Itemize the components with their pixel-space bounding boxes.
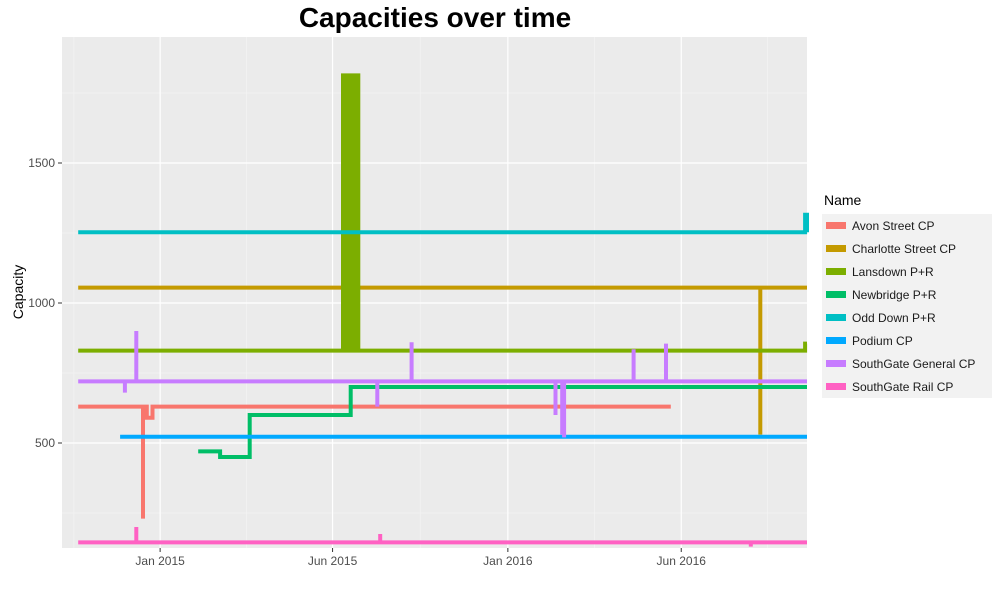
y-tick-label: 1500 — [28, 156, 55, 170]
x-tick-label: Jan 2016 — [483, 554, 533, 568]
y-tick-label: 500 — [35, 436, 55, 450]
legend-item: Podium CP — [822, 329, 992, 352]
legend-key — [826, 314, 846, 321]
series-lines — [78, 73, 809, 547]
legend-label: Charlotte Street CP — [852, 241, 957, 256]
legend-items: Avon Street CP Charlotte Street CP Lansdow… — [822, 214, 992, 398]
legend-title: Name — [824, 192, 862, 208]
legend-key — [826, 337, 846, 344]
y-axis-title: Capacity — [10, 265, 26, 319]
legend-item: SouthGate General CP — [822, 352, 992, 375]
legend-label: Newbridge P+R — [852, 287, 937, 302]
y-tick-label: 1000 — [28, 296, 55, 310]
legend-item: Newbridge P+R — [822, 283, 992, 306]
legend-key — [826, 245, 846, 252]
legend-key — [826, 291, 846, 298]
x-tick-label: Jan 2015 — [135, 554, 185, 568]
x-tick-label: Jun 2015 — [308, 554, 358, 568]
legend-key — [826, 383, 846, 390]
chart-title: Capacities over time — [298, 2, 572, 33]
legend-item: Odd Down P+R — [822, 306, 992, 329]
x-tick-label: Jun 2016 — [657, 554, 707, 568]
legend-label: SouthGate Rail CP — [852, 379, 954, 394]
legend-item: Avon Street CP — [822, 214, 992, 237]
axes: 500 1000 1500 Jan 2015 Jun 2015 Jan 2016 Jun 2… — [28, 156, 706, 568]
grid-lines — [62, 37, 807, 548]
series-line-southgate-general-cp — [78, 331, 807, 438]
legend-item: SouthGate Rail CP — [822, 375, 992, 398]
legend-label: Podium CP — [852, 333, 913, 348]
legend-item: Lansdown P+R — [822, 260, 992, 283]
legend-item: Charlotte Street CP — [822, 237, 992, 260]
series-line-southgate-rail-cp — [78, 527, 807, 547]
series-line-lansdown-p-r — [78, 73, 808, 353]
legend-label: SouthGate General CP — [852, 356, 976, 371]
legend-label: Odd Down P+R — [852, 310, 936, 325]
series-line-charlotte-street-cp — [78, 285, 807, 435]
legend-label: Lansdown P+R — [852, 264, 934, 279]
series-line-avon-street-cp — [78, 404, 671, 519]
plot-panel — [62, 37, 807, 548]
legend-key — [826, 222, 846, 229]
legend-label: Avon Street CP — [852, 218, 935, 233]
series-line-odd-down-p-r — [78, 212, 809, 235]
legend-key — [826, 268, 846, 275]
legend: Name Avon Street CP Charlotte Street CP La… — [822, 192, 992, 398]
legend-key — [826, 360, 846, 367]
